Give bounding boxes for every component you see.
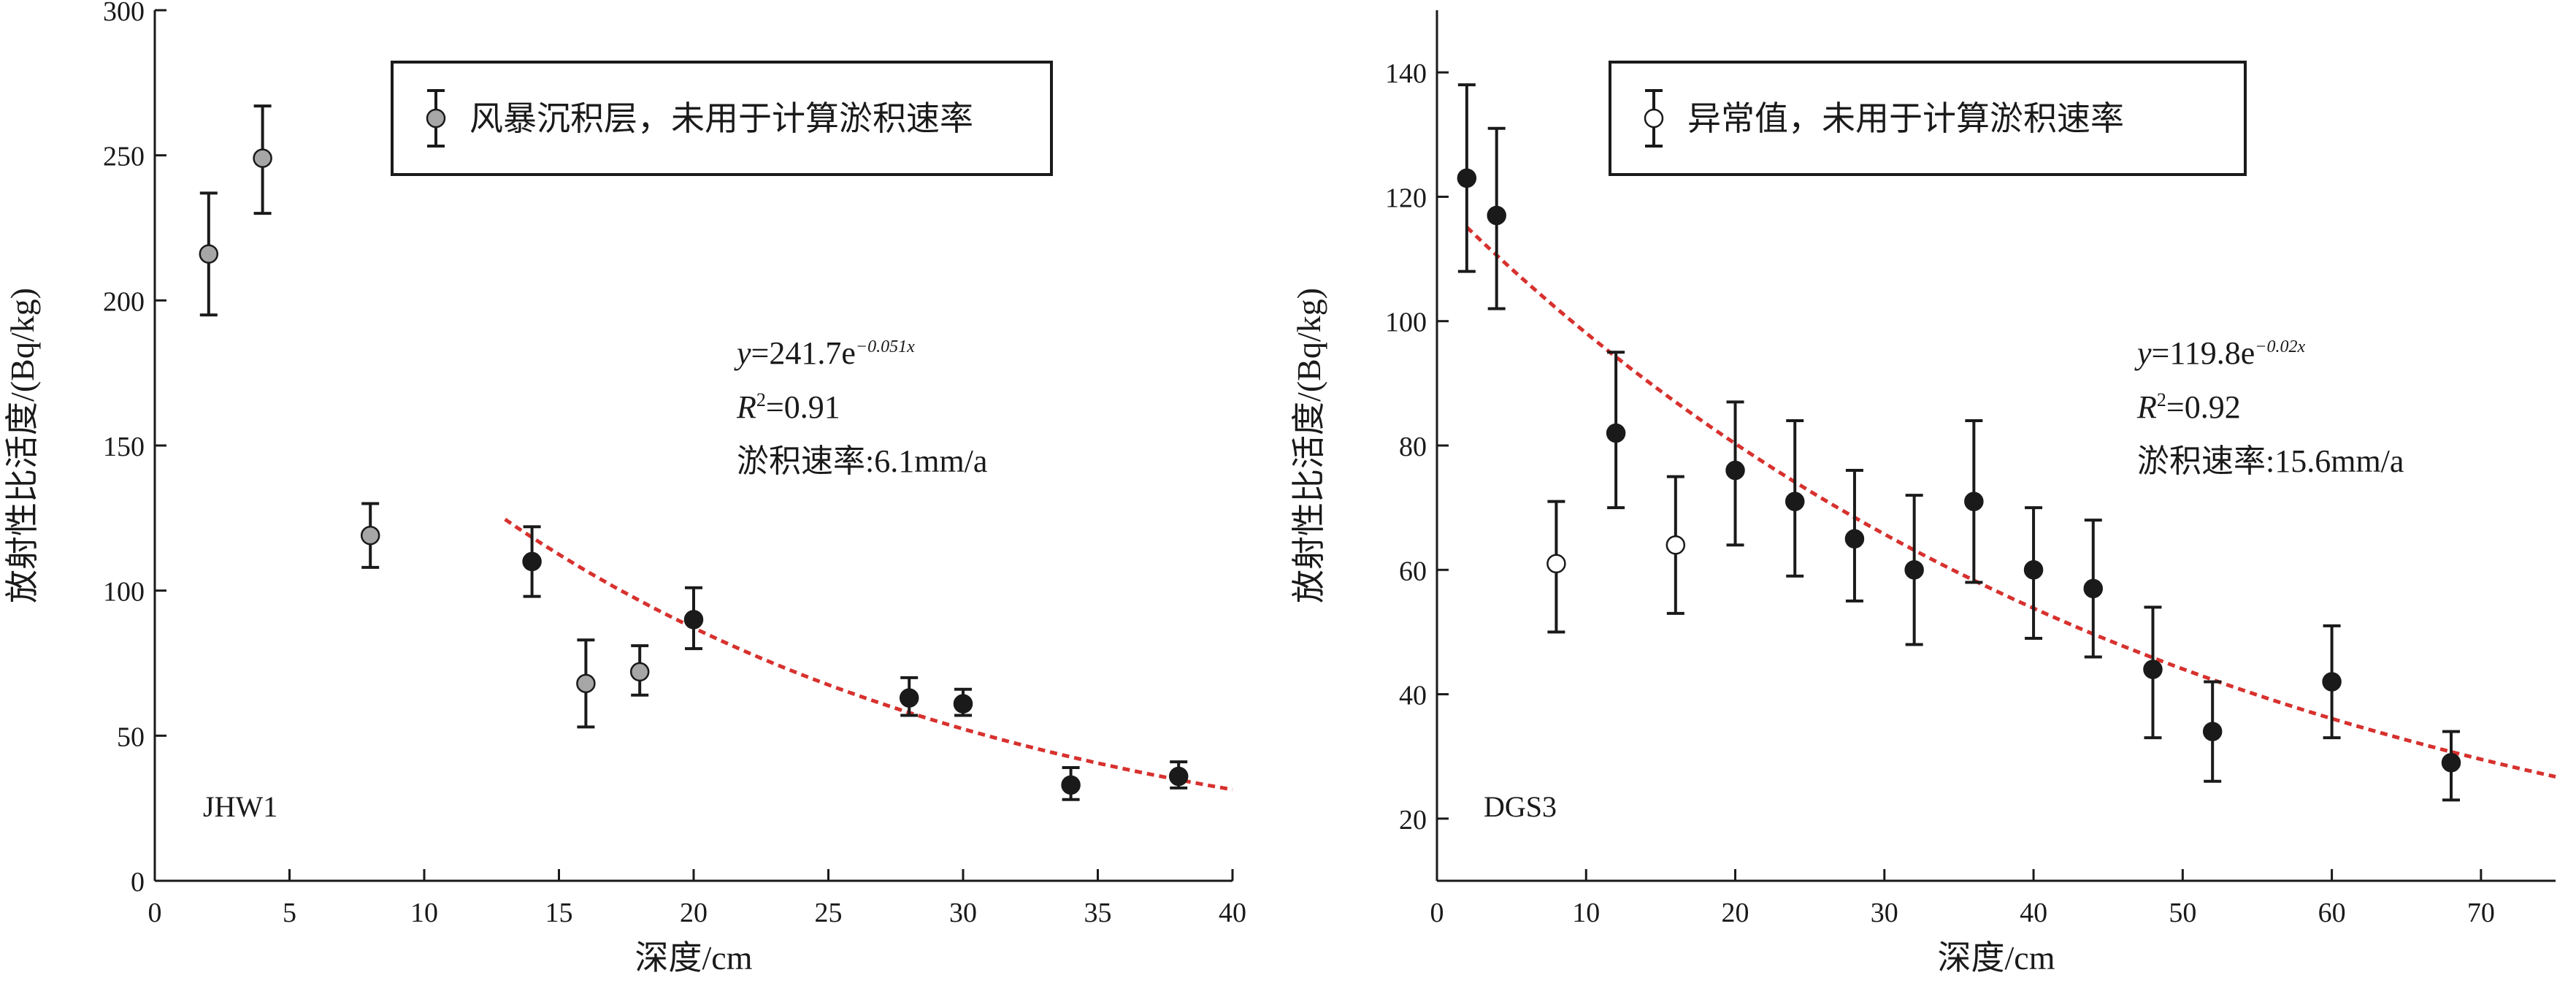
equation-lhs: y (2134, 335, 2152, 371)
data-point-filled (2322, 672, 2342, 692)
y-tick-label: 150 (103, 432, 145, 462)
r-squared-value: =0.91 (766, 389, 840, 425)
y-tick-label: 140 (1385, 58, 1427, 89)
x-tick-label: 5 (283, 898, 296, 928)
x-tick-label: 20 (680, 898, 708, 928)
y-tick-label: 100 (1385, 307, 1427, 338)
equation-base: =119.8e (2152, 335, 2255, 371)
chart-right: 0 10 20 30 40 50 60 70 20 40 60 80 100 120 140 深度/cm 放射性… (1290, 10, 2556, 976)
x-tick-label: 20 (1722, 898, 1749, 928)
data-point-filled (1606, 423, 1626, 443)
data-point-filled (1061, 775, 1081, 795)
y-tick-label: 60 (1399, 556, 1427, 586)
data-point-filled (2143, 660, 2163, 679)
data-point-filled (1844, 529, 1865, 548)
y-tick-label: 50 (117, 722, 145, 752)
x-tick-label: 30 (949, 898, 977, 928)
y-tick-label: 20 (1399, 805, 1427, 836)
x-tick-label: 15 (545, 898, 573, 928)
data-point-filled (1785, 492, 1805, 511)
legend-box (391, 61, 1053, 176)
site-label: DGS3 (1484, 790, 1557, 823)
x-tick-label: 10 (410, 898, 438, 928)
fit-equation: y=119.8e−0.02x (2134, 335, 2305, 371)
equation-lhs: y (734, 335, 751, 371)
data-point-filled (2083, 578, 2104, 599)
deposition-rate: 淤积速率:6.1mm/a (737, 443, 987, 479)
r-squared: R2=0.91 (736, 389, 840, 425)
data-point-filled (2202, 722, 2223, 741)
x-tick-label: 30 (1871, 898, 1898, 928)
y-tick-label: 80 (1399, 432, 1427, 462)
y-tick-label: 40 (1399, 681, 1427, 711)
data-point-filled (953, 694, 973, 714)
data-point-filled (1725, 460, 1745, 481)
data-point-gray (629, 662, 650, 682)
data-point-filled (522, 551, 542, 572)
data-point-filled (1168, 766, 1189, 787)
data-point-filled (899, 688, 919, 708)
data-point-filled (683, 610, 704, 630)
legend-marker (1644, 108, 1664, 129)
y-tick-label: 300 (103, 0, 145, 27)
data-point-filled (2441, 752, 2461, 773)
x-tick-label: 35 (1084, 898, 1112, 928)
fit-curve (504, 518, 1233, 792)
data-point-gray (576, 673, 596, 694)
y-axis-label: 放射性比活度/(Bq/kg) (1290, 288, 1327, 603)
site-label: JHW1 (203, 790, 277, 823)
data-point-filled (1457, 168, 1477, 188)
data-point-open (1546, 554, 1566, 574)
data-point-open (1665, 535, 1686, 555)
x-axis-label: 深度/cm (635, 939, 753, 976)
legend-marker (426, 108, 446, 129)
data-point-gray (199, 244, 219, 264)
y-tick-label: 0 (131, 867, 145, 898)
legend-label: 异常值，未用于计算淤积速率 (1687, 100, 2124, 137)
r-squared-symbol: R (736, 389, 756, 425)
equation-exponent: −0.051x (856, 337, 915, 356)
data-point-gray (360, 525, 380, 546)
deposition-rate: 淤积速率:15.6mm/a (2137, 443, 2404, 479)
data-point-filled (1964, 492, 1984, 511)
y-tick-label: 100 (103, 577, 145, 608)
r-squared-sup: 2 (2157, 389, 2166, 410)
fit-equation: y=241.7e−0.051x (734, 335, 915, 371)
data-point-filled (1487, 205, 1506, 226)
x-tick-label: 40 (2020, 898, 2047, 928)
data-point-filled (1904, 560, 1924, 580)
data-point-filled (2023, 560, 2044, 580)
x-tick-label: 70 (2467, 898, 2495, 928)
r-squared: R2=0.92 (2136, 389, 2241, 425)
y-axis-label: 放射性比活度/(Bq/kg) (4, 288, 41, 603)
chart-left: 0 5 10 15 20 25 30 35 40 0 50 100 150 200 250 300 深度/cm 放… (4, 0, 1246, 976)
x-tick-label: 25 (815, 898, 843, 928)
equation-exponent: −0.02x (2255, 337, 2305, 356)
legend-label: 风暴沉积层，未用于计算淤积速率 (469, 100, 973, 137)
equation-base: =241.7e (751, 335, 856, 371)
x-axis-label: 深度/cm (1938, 939, 2055, 976)
y-tick-label: 200 (103, 286, 145, 317)
r-squared-value: =0.92 (2166, 389, 2241, 425)
y-tick-label: 120 (1385, 183, 1427, 213)
x-tick-label: 0 (148, 898, 162, 928)
x-tick-label: 10 (1572, 898, 1600, 928)
x-tick-label: 60 (2318, 898, 2346, 928)
r-squared-symbol: R (2136, 389, 2157, 425)
x-tick-label: 40 (1219, 898, 1246, 928)
fit-curve (1465, 226, 2556, 779)
r-squared-sup: 2 (756, 389, 766, 410)
x-tick-label: 50 (2169, 898, 2196, 928)
legend-box (1609, 61, 2247, 176)
x-tick-label: 0 (1430, 898, 1444, 928)
y-tick-label: 250 (103, 142, 145, 172)
data-point-gray (253, 148, 272, 168)
